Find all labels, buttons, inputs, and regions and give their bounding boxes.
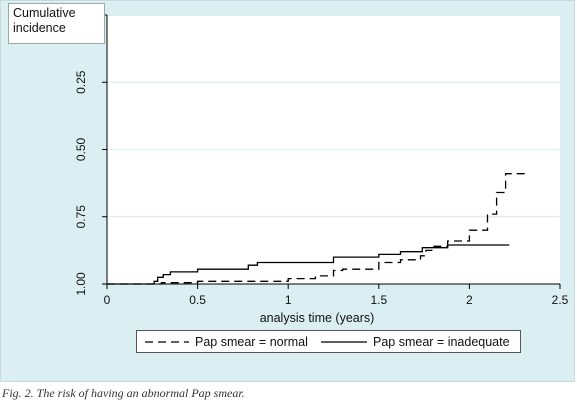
series-line-inadequate xyxy=(107,244,510,285)
legend-entry-inadequate: Pap smear = inadequate xyxy=(321,331,510,352)
x-tick-label: 0.5 xyxy=(189,293,206,307)
x-tick-label: 0 xyxy=(104,293,111,307)
figure-caption: Fig. 2. The risk of having an abnormal P… xyxy=(2,386,245,400)
legend-swatch-solid xyxy=(321,340,367,343)
legend-entry-normal: Pap smear = normal xyxy=(145,331,308,352)
legend: Pap smear = normal Pap smear = inadequat… xyxy=(136,330,521,353)
legend-label-normal: Pap smear = normal xyxy=(195,334,308,349)
y-axis-label: Cumulative incidence xyxy=(8,3,105,44)
y-tick-label: 0.50 xyxy=(74,137,88,161)
x-tick-label: 1 xyxy=(285,293,292,307)
x-tick-label: 2.5 xyxy=(552,293,569,307)
y-tick-label: 0.25 xyxy=(74,70,88,94)
y-axis-label-text: Cumulative incidence xyxy=(13,6,76,35)
gridlines xyxy=(107,14,560,218)
series-line-normal xyxy=(107,173,528,285)
x-tick-label: 2 xyxy=(466,293,473,307)
x-axis-label: analysis time (years) xyxy=(259,311,375,325)
legend-swatch-dashed xyxy=(145,340,189,343)
y-tick-label: 1.00 xyxy=(74,272,88,296)
legend-label-inadequate: Pap smear = inadequate xyxy=(373,334,510,349)
y-tick-label: 0.75 xyxy=(74,205,88,229)
series-layer xyxy=(107,173,528,285)
x-tick-label: 1.5 xyxy=(370,293,387,307)
